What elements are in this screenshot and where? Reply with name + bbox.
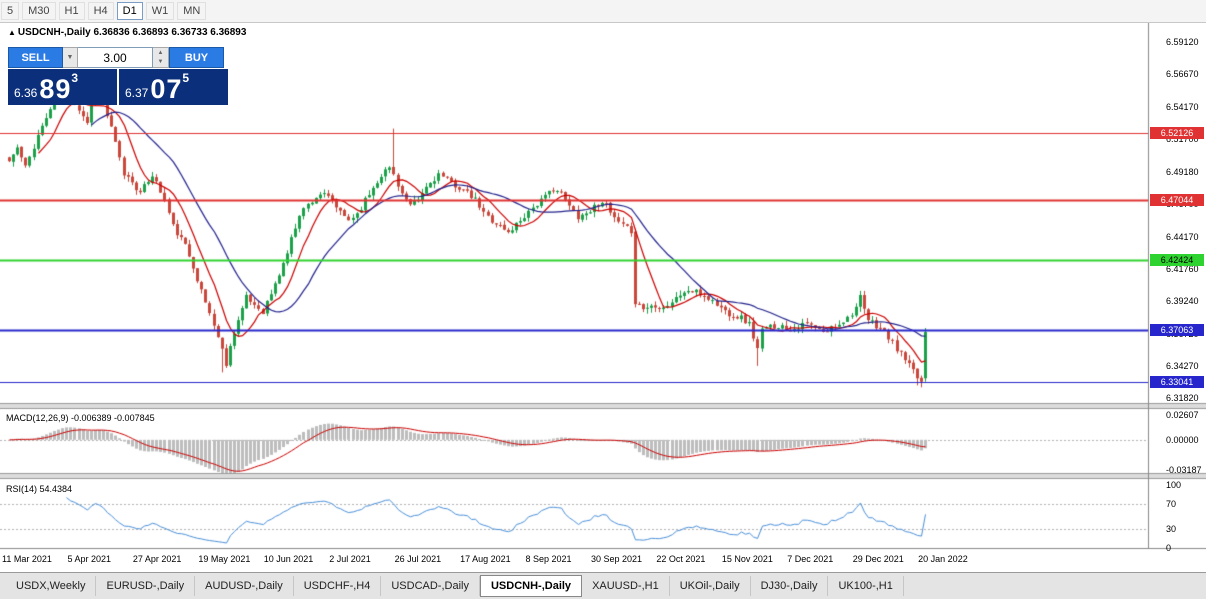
timeframe-button-w1[interactable]: W1 [145,2,175,20]
timeframe-button-h1[interactable]: H1 [58,2,85,20]
rsi-axis-tick: 0 [1166,543,1172,553]
price-axis-tick: 6.54170 [1166,101,1199,112]
timeframe-button-m30[interactable]: M30 [22,2,56,20]
chart-tab-usdx-weekly[interactable]: USDX,Weekly [6,576,97,596]
chart-tab-eurusd-daily[interactable]: EURUSD-,Daily [96,576,196,596]
date-axis-label: 19 May 2021 [198,554,251,564]
date-axis-label: 2 Jul 2021 [329,554,371,564]
price-line-label: 6.42424 [1150,253,1204,266]
rsi-axis-tick: 100 [1166,480,1182,491]
price-axis-tick: 6.41760 [1166,263,1199,274]
timeframe-button-d1[interactable]: D1 [116,2,143,20]
price-chart-canvas[interactable] [0,23,1206,572]
price-axis-tick: 6.44170 [1166,232,1199,243]
chart-tab-usdchf-h4[interactable]: USDCHF-,H4 [294,576,382,596]
price-axis-tick: 6.56670 [1166,69,1199,80]
chart-tabs-bar: USDX,Weekly EURUSD-,Daily AUDUSD-,Daily USD… [0,572,1206,599]
volume-dropdown-icon[interactable]: ▼ [63,47,78,68]
date-axis-label: 7 Dec 2021 [787,554,834,564]
macd-axis-tick: -0.03187 [1166,465,1202,476]
buy-price-display[interactable]: 6.37 07 5 [119,69,228,105]
chart-tab-uk100-h1[interactable]: UK100-,H1 [828,576,904,596]
chart-tab-usdcad-daily[interactable]: USDCAD-,Daily [381,576,480,596]
date-axis-label: 5 Apr 2021 [67,554,111,564]
timeframe-button-5[interactable]: 5 [1,2,20,20]
macd-axis-tick: 0.00000 [1166,434,1199,445]
price-axis-tick: 6.59120 [1166,37,1199,48]
price-line-label: 6.37063 [1150,323,1204,336]
price-axis-tick: 6.39240 [1166,296,1199,307]
timeframe-button-mn[interactable]: MN [177,2,207,20]
chart-tab-dj30-daily[interactable]: DJ30-,Daily [751,576,829,596]
sell-price-sup: 3 [71,71,79,85]
buy-button[interactable]: BUY [169,47,224,68]
date-axis-label: 8 Sep 2021 [525,554,572,564]
rsi-axis-tick: 70 [1166,499,1177,510]
volume-down-icon[interactable]: ▼ [153,57,168,67]
volume-stepper: ▲ ▼ [153,47,169,68]
volume-input[interactable] [78,47,153,68]
price-line-label: 6.33041 [1150,376,1204,389]
chart-area: ▲ USDCNH-,Daily 6.36836 6.36893 6.36733 6… [0,23,1206,572]
chart-symbol-label: USDCNH-,Daily [17,27,91,38]
date-axis-label: 30 Sep 2021 [590,554,642,564]
chart-tab-usdcnh-daily[interactable]: USDCNH-,Daily [479,575,583,597]
price-axis-tick: 6.49180 [1166,166,1199,177]
chart-tab-ukoil-daily[interactable]: UKOil-,Daily [670,576,751,596]
price-axis-tick: 6.31820 [1166,393,1199,404]
date-axis-label: 17 Aug 2021 [460,554,511,564]
date-axis-label: 22 Oct 2021 [656,554,706,564]
sell-price-prefix: 6.36 [14,86,38,100]
chart-tab-xauusd-h1[interactable]: XAUUSD-,H1 [582,576,670,596]
sell-price-display[interactable]: 6.36 89 3 [8,69,117,105]
rsi-axis-tick: 30 [1166,524,1177,535]
sell-button[interactable]: SELL [8,47,63,68]
price-axis-tick: 6.34270 [1166,361,1199,372]
buy-price-prefix: 6.37 [125,86,149,100]
price-line-label: 6.47044 [1150,193,1204,206]
macd-indicator-label: MACD(12,26,9) -0.006389 -0.007845 [6,413,155,423]
chart-header: ▲ USDCNH-,Daily 6.36836 6.36893 6.36733 6… [8,27,246,38]
one-click-trading-panel: SELL ▼ ▲ ▼ BUY 6.36 89 3 6.37 07 5 [8,47,228,105]
price-line-label: 6.52126 [1150,127,1204,140]
chart-ohlc-values: 6.36836 6.36893 6.36733 6.36893 [93,27,247,38]
macd-axis-tick: 0.02607 [1166,409,1199,420]
date-axis-label: 15 Nov 2021 [721,554,773,564]
date-axis-label: 10 Jun 2021 [263,554,314,564]
timeframe-button-h4[interactable]: H4 [87,2,114,20]
date-axis-label: 29 Dec 2021 [852,554,904,564]
date-axis-label: 26 Jul 2021 [394,554,442,564]
rsi-indicator-label: RSI(14) 54.4384 [6,484,73,494]
buy-price-main: 07 [150,74,183,104]
date-axis-label: 20 Jan 2022 [918,554,968,564]
buy-price-sup: 5 [182,71,190,85]
sell-price-main: 89 [39,74,72,104]
chart-tab-audusd-daily[interactable]: AUDUSD-,Daily [195,576,294,596]
collapse-arrow-icon[interactable]: ▲ [8,28,16,37]
date-axis-label: 11 Mar 2021 [2,554,52,564]
volume-up-icon[interactable]: ▲ [153,48,168,58]
date-axis-label: 27 Apr 2021 [132,554,182,564]
timeframe-toolbar: 5 M30 H1 H4 D1 W1 MN [0,0,1206,23]
